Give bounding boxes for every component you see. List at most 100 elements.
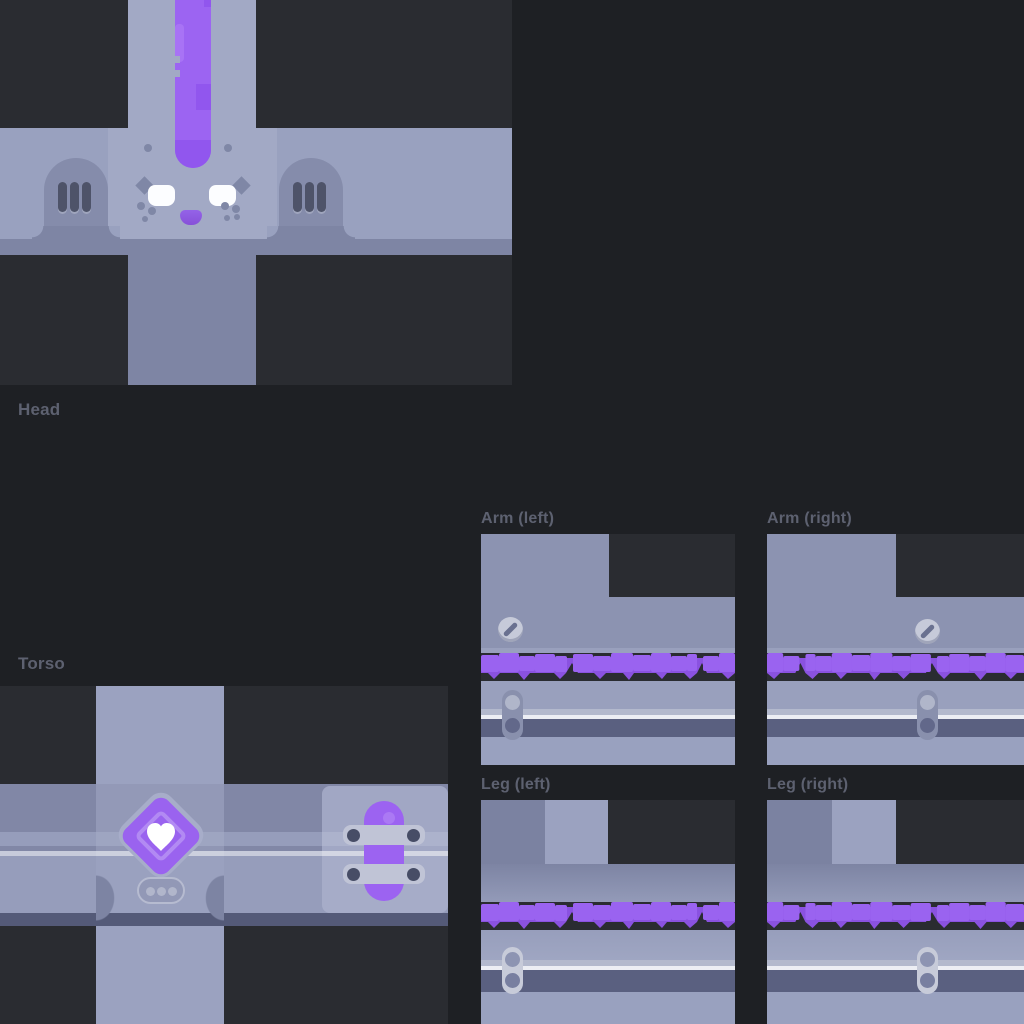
ear-right-base bbox=[279, 226, 343, 255]
arm-left-texture-tile[interactable] bbox=[481, 534, 735, 765]
hair-fringe-shade bbox=[196, 84, 211, 110]
leg-band-whiteline bbox=[481, 966, 735, 970]
arm-band-lightline bbox=[767, 709, 1024, 715]
eye-right bbox=[209, 185, 236, 206]
freckle bbox=[232, 205, 240, 213]
leg-band-dark bbox=[767, 970, 1024, 992]
freckle bbox=[137, 202, 145, 210]
ear-right-fillet-outer bbox=[343, 226, 355, 239]
leg-band-lightline bbox=[481, 960, 735, 966]
zipper-hole-top bbox=[920, 695, 935, 710]
freckle bbox=[142, 216, 148, 222]
ear-left-slot-1 bbox=[58, 182, 67, 212]
leg-band-mid bbox=[481, 930, 735, 960]
arm-band-bottom bbox=[481, 737, 735, 765]
arm-band-dark bbox=[767, 719, 1024, 737]
ear-left-slot-2 bbox=[70, 182, 79, 212]
screw-icon bbox=[915, 619, 940, 644]
front-corner-shadow-left bbox=[96, 866, 122, 926]
arm-band-prestripe bbox=[481, 648, 735, 653]
arm-band-bottom bbox=[767, 737, 1024, 765]
leg-band-upper bbox=[767, 864, 1024, 902]
arm-band-mid bbox=[767, 681, 1024, 709]
capsule-sheen bbox=[383, 812, 395, 824]
screw-icon bbox=[498, 617, 523, 642]
torso-band-whiteline bbox=[0, 851, 448, 856]
leg-band-mid bbox=[767, 930, 1024, 960]
arm-right-top-face bbox=[767, 534, 896, 597]
freckle bbox=[148, 207, 156, 215]
head-texture-tile[interactable] bbox=[0, 0, 512, 385]
ear-right-fillet-inner bbox=[267, 226, 279, 239]
leg-band-bottom bbox=[767, 992, 1024, 1024]
brow-dot-left bbox=[144, 144, 152, 152]
freckle bbox=[234, 214, 240, 220]
hair-fringe-notch-2 bbox=[175, 70, 180, 77]
arm-band-whiteline bbox=[481, 715, 735, 719]
leg-band-dark bbox=[481, 970, 735, 992]
torso-band bbox=[0, 784, 448, 926]
ear-left-slot-3 bbox=[82, 182, 91, 212]
zipper-hole-top bbox=[505, 695, 520, 710]
heart-icon bbox=[147, 823, 175, 851]
leg-right-top-face-a bbox=[767, 800, 832, 864]
leg-right-label: Leg (right) bbox=[767, 776, 849, 793]
ear-left-fillet-outer bbox=[32, 226, 44, 239]
arm-band-whiteline bbox=[767, 715, 1024, 719]
arm-zigzag-trim bbox=[481, 653, 735, 680]
leg-left-top-face-a bbox=[481, 800, 545, 864]
leg-left-texture-tile[interactable] bbox=[481, 800, 735, 1024]
rivet bbox=[347, 829, 360, 842]
chest-pocket bbox=[137, 877, 185, 904]
front-corner-shadow-right bbox=[198, 866, 224, 926]
arm-band-lightline bbox=[481, 709, 735, 715]
neck-face bbox=[128, 255, 256, 385]
eye-left bbox=[148, 185, 175, 206]
freckle bbox=[221, 202, 229, 210]
zipper-hole-top bbox=[505, 952, 520, 967]
head-label: Head bbox=[18, 400, 61, 419]
capsule-strap-bottom bbox=[343, 864, 425, 884]
leg-left-label: Leg (left) bbox=[481, 776, 551, 793]
front-hem bbox=[96, 913, 224, 926]
pocket-dot bbox=[157, 887, 166, 896]
torso-label: Torso bbox=[18, 654, 65, 673]
arm-band-dark bbox=[481, 719, 735, 737]
arm-band-prestripe bbox=[767, 648, 1024, 653]
torso-band-darkline bbox=[0, 846, 448, 851]
rivet bbox=[407, 868, 420, 881]
ear-right-slot-3 bbox=[317, 182, 326, 212]
ear-left-fillet-inner bbox=[108, 226, 120, 239]
screw-slot bbox=[919, 623, 936, 640]
hair-fringe-notch-1 bbox=[175, 56, 180, 63]
leg-band-whiteline bbox=[767, 966, 1024, 970]
zipper-hole-bottom bbox=[920, 973, 935, 988]
head-band-bottom-strip bbox=[0, 239, 512, 255]
brow-dot-right bbox=[224, 144, 232, 152]
capsule-strap-top bbox=[343, 825, 425, 845]
leg-band-lightline bbox=[767, 960, 1024, 966]
arm-right-texture-tile[interactable] bbox=[767, 534, 1024, 765]
zipper-hole-bottom bbox=[920, 718, 935, 733]
arm-band-upper bbox=[767, 597, 1024, 648]
arm-right-label: Arm (right) bbox=[767, 510, 852, 527]
ear-right-slot-1 bbox=[293, 182, 302, 212]
pocket-dot bbox=[146, 887, 155, 896]
leg-right-top-face-b bbox=[832, 800, 896, 864]
screw-slot bbox=[502, 621, 519, 638]
freckle bbox=[224, 215, 230, 221]
torso-bottom-face bbox=[96, 926, 224, 1024]
arm-left-top-face bbox=[481, 534, 609, 597]
hair-fringe-tip bbox=[175, 140, 211, 168]
leg-band-bottom bbox=[481, 992, 735, 1024]
zipper-hole-bottom bbox=[505, 718, 520, 733]
leg-right-texture-tile[interactable] bbox=[767, 800, 1024, 1024]
torso-top-face bbox=[96, 686, 224, 784]
rivet bbox=[347, 868, 360, 881]
torso-texture-tile[interactable] bbox=[0, 686, 448, 1024]
arm-zigzag-trim bbox=[767, 653, 1024, 680]
hair-fringe-highlight bbox=[175, 24, 184, 62]
arm-band-upper bbox=[481, 597, 735, 648]
leg-zigzag-trim bbox=[767, 902, 1024, 929]
